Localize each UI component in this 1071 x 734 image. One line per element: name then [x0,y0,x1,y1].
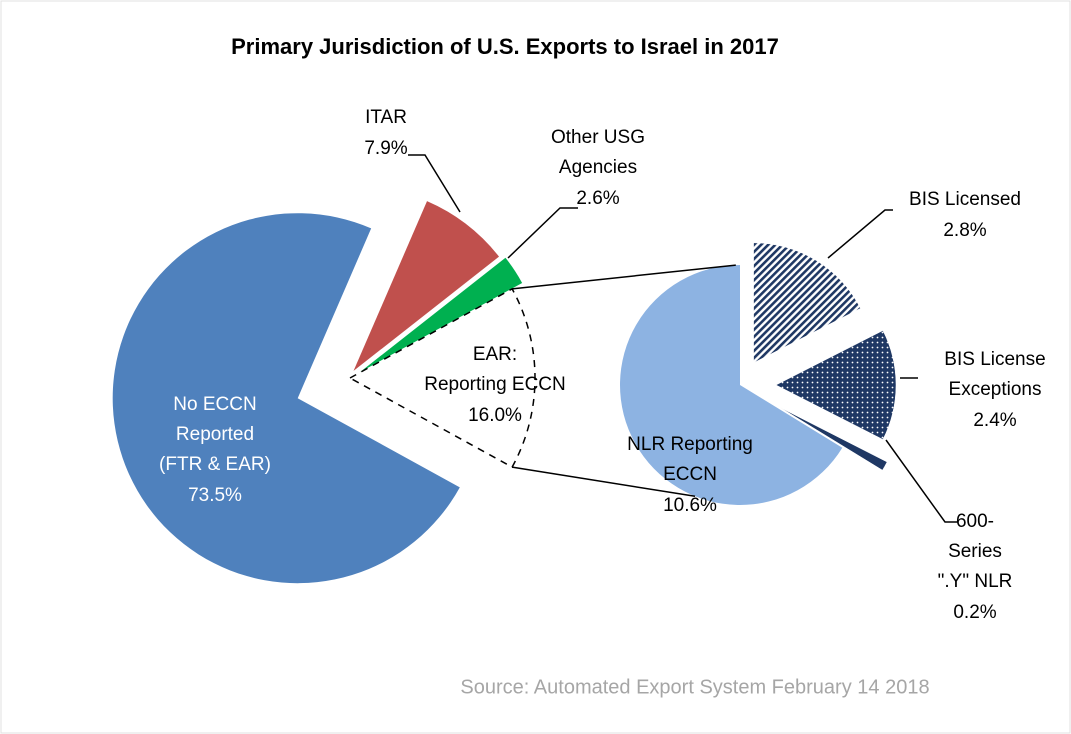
pie-slice-outline [348,287,536,469]
slice-label: ECCN [663,464,717,485]
pie-slice [753,242,861,364]
leader-line [408,154,461,213]
slice-label: Reported [176,424,254,445]
pie-slice [360,257,523,373]
value-label: 0.2% [953,602,996,623]
slice-label: NLR Reporting [627,434,753,455]
slice-label: No ECCN [173,394,256,415]
connector-line [512,264,736,290]
value-label: 16.0% [468,405,522,426]
source-note: Source: Automated Export System February… [460,676,929,698]
value-label: 73.5% [188,485,242,506]
pie-slice [775,330,897,440]
slice-label: EAR: [473,344,517,365]
leader-line [827,209,893,259]
slice-label: 600- [956,511,994,532]
slice-label: Other USG [551,127,645,148]
pie-slice [620,265,843,505]
slice-label: (FTR & EAR) [159,454,271,475]
value-label: 2.6% [576,188,619,209]
connector-line [511,466,696,498]
value-label: 2.8% [943,220,986,241]
pie-slice [353,201,500,371]
leader-line [885,439,958,523]
slice-label: ".Y" NLR [938,571,1013,592]
pie-slice [780,407,888,471]
value-label: 7.9% [364,138,407,159]
value-label: 10.6% [663,495,717,516]
slice-label: Exceptions [949,379,1042,400]
value-label: 2.4% [973,410,1016,431]
chart-title: Primary Jurisdiction of U.S. Exports to … [231,34,779,59]
slice-label: Reporting ECCN [424,374,566,395]
pie-slice [112,213,460,584]
slice-label: Series [948,541,1002,562]
slice-label: BIS License [944,349,1045,370]
leader-line [507,207,578,259]
slice-label: BIS Licensed [909,189,1021,210]
slice-label: ITAR [365,107,407,128]
slice-label: Agencies [559,157,637,178]
